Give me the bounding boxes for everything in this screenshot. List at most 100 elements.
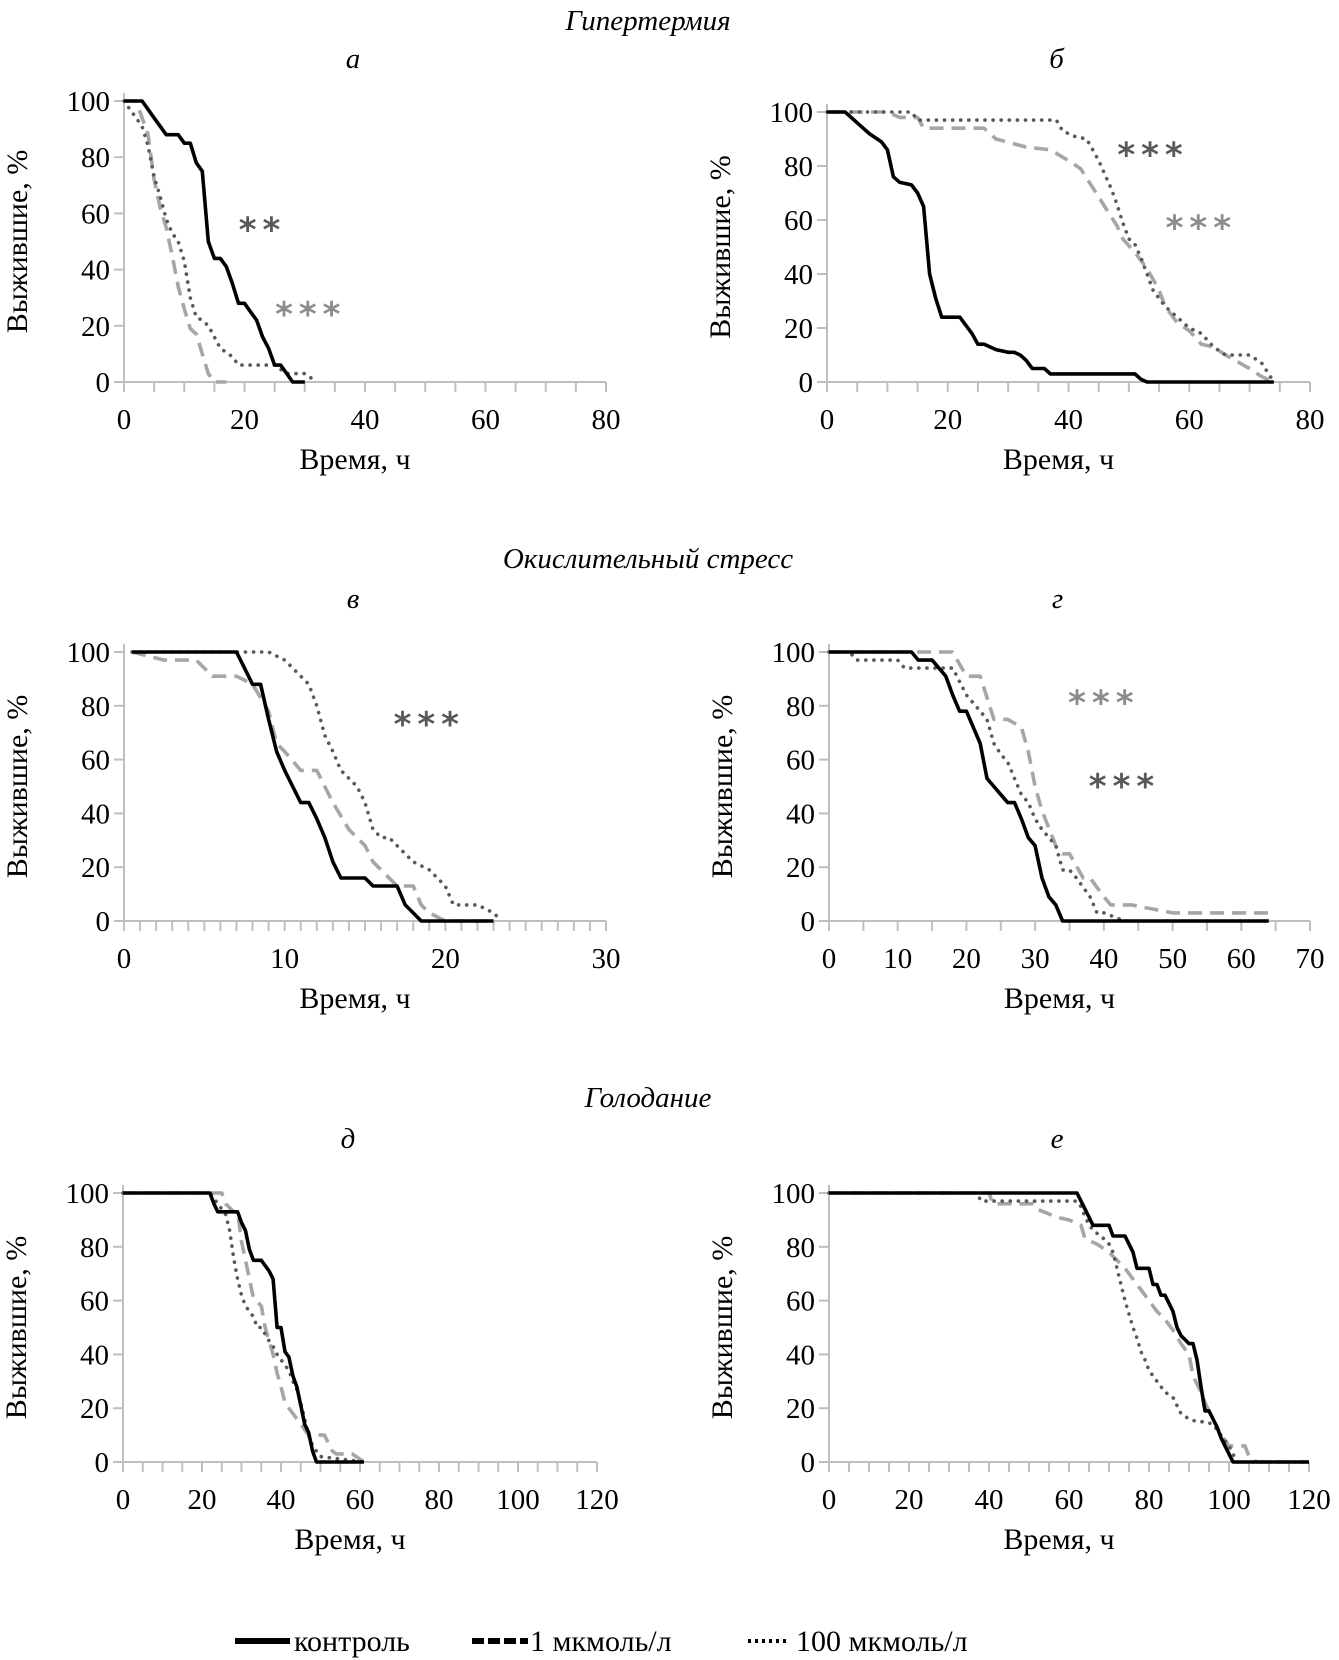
x-tick-label: 0 [117, 943, 132, 975]
y-tick-label: 60 [784, 205, 813, 237]
x-tick-label: 120 [1287, 1484, 1331, 1516]
y-axis-title: Выжившие, % [1, 150, 34, 334]
x-tick-label: 0 [822, 1484, 837, 1516]
section-title-hyperthermia: Гипертермия [564, 5, 730, 37]
panel-letter: д [341, 1123, 356, 1155]
x-axis-title: Время, ч [299, 443, 410, 476]
y-tick-label: 60 [81, 198, 110, 230]
x-tick-label: 0 [116, 1484, 131, 1516]
y-tick-label: 0 [96, 906, 111, 938]
significance-marker: *** [1166, 208, 1237, 248]
significance-marker: *** [1089, 767, 1160, 807]
y-axis-title: Выжившие, % [704, 155, 737, 339]
series-line-control [123, 1191, 364, 1464]
y-tick-label: 0 [95, 1447, 110, 1479]
series-line-dose1 [123, 1191, 365, 1464]
x-tick-label: 60 [1227, 943, 1256, 975]
x-axis-title: Время, ч [1004, 982, 1115, 1015]
series-line-dose1 [829, 650, 1269, 915]
y-tick-label: 80 [786, 691, 815, 723]
x-tick-label: 40 [1089, 943, 1118, 975]
y-tick-label: 20 [80, 1393, 109, 1425]
section-title-oxidative-stress: Окислительный стресс [503, 543, 793, 575]
x-tick-label: 30 [592, 943, 621, 975]
series-line-dose1 [827, 110, 1275, 384]
y-tick-label: 20 [786, 1393, 815, 1425]
y-tick-label: 20 [81, 852, 110, 884]
x-tick-label: 80 [592, 404, 621, 436]
series-line-control [829, 1191, 1309, 1464]
y-tick-label: 100 [772, 1178, 816, 1210]
significance-marker: *** [1068, 683, 1139, 723]
y-tick-label: 40 [81, 798, 110, 830]
x-tick-label: 20 [895, 1484, 924, 1516]
y-tick-label: 0 [799, 367, 814, 399]
x-tick-label: 100 [1207, 1484, 1251, 1516]
y-tick-label: 20 [784, 313, 813, 345]
series-line-dose100 [827, 1191, 1311, 1464]
y-tick-label: 0 [801, 906, 816, 938]
panel-1: б 0 20 40 60 80 100 0 20 40 60 80 Время, ч Выжившие, … [704, 43, 1325, 476]
y-axis-title: Выжившие, % [0, 1236, 33, 1420]
legend: контроль 1 мкмоль/л 100 мкмоль/л [235, 1625, 968, 1658]
y-tick-label: 60 [81, 745, 110, 777]
y-tick-label: 80 [786, 1232, 815, 1264]
y-tick-label: 20 [786, 852, 815, 884]
panel-5: е 0 20 40 60 80 100 0 20 40 60 80 100 120 Время, ч Выжи… [706, 1123, 1331, 1556]
panel-letter: г [1052, 583, 1063, 615]
y-tick-label: 100 [772, 637, 816, 669]
x-tick-label: 30 [1021, 943, 1050, 975]
x-tick-label: 10 [883, 943, 912, 975]
y-tick-label: 80 [784, 151, 813, 183]
panel-0: а 0 20 40 60 80 100 0 20 40 60 80 Время, ч Выжившие, … [1, 43, 621, 476]
x-axis-title: Время, ч [299, 982, 410, 1015]
significance-marker: *** [275, 295, 346, 335]
x-tick-label: 100 [496, 1484, 540, 1516]
y-tick-label: 60 [786, 1286, 815, 1318]
x-tick-label: 20 [933, 404, 962, 436]
y-tick-label: 20 [81, 311, 110, 343]
series-line-control [132, 650, 494, 923]
panel-3: г 0 20 40 60 80 100 0 10 20 30 40 50 60 70 Время, ч Выжи… [706, 583, 1325, 1015]
x-tick-label: 20 [188, 1484, 217, 1516]
panel-4: д 0 20 40 60 80 100 0 20 40 60 80 100 120 Время, ч Выжи… [0, 1123, 619, 1556]
x-tick-label: 80 [1135, 1484, 1164, 1516]
x-tick-label: 80 [1296, 404, 1325, 436]
y-tick-label: 40 [786, 798, 815, 830]
x-tick-label: 60 [1175, 404, 1204, 436]
x-axis-title: Время, ч [1003, 1523, 1114, 1556]
panel-2: в 0 20 40 60 80 100 0 10 20 30 Время, ч Выжившие, % *… [1, 583, 621, 1015]
y-axis-title: Выжившие, % [1, 695, 34, 879]
y-tick-label: 40 [80, 1339, 109, 1371]
y-tick-label: 100 [67, 86, 111, 118]
x-tick-label: 70 [1296, 943, 1325, 975]
x-tick-label: 20 [230, 404, 259, 436]
series-line-dose100 [130, 650, 504, 923]
series-line-dose100 [122, 99, 319, 384]
y-tick-label: 40 [786, 1339, 815, 1371]
series-line-dose1 [829, 1191, 1309, 1464]
panel-letter: б [1049, 43, 1065, 75]
panel-letter: а [346, 43, 361, 75]
series-line-control [124, 99, 305, 384]
series-line-dose100 [825, 110, 1276, 384]
x-axis-title: Время, ч [294, 1523, 405, 1556]
y-tick-label: 100 [770, 97, 814, 129]
y-axis-title: Выжившие, % [706, 1236, 739, 1420]
x-tick-label: 40 [351, 404, 380, 436]
y-tick-label: 80 [81, 691, 110, 723]
series-line-control [829, 650, 1269, 923]
x-tick-label: 40 [267, 1484, 296, 1516]
x-tick-label: 80 [425, 1484, 454, 1516]
y-tick-label: 40 [81, 255, 110, 287]
y-tick-label: 0 [96, 367, 111, 399]
series-line-control [827, 110, 1274, 384]
x-tick-label: 60 [346, 1484, 375, 1516]
y-tick-label: 100 [67, 637, 111, 669]
section-title-starvation: Голодание [584, 1082, 712, 1114]
x-tick-label: 10 [270, 943, 299, 975]
significance-marker: *** [394, 705, 465, 745]
legend-label-control: контроль [294, 1625, 410, 1658]
x-tick-label: 120 [575, 1484, 619, 1516]
